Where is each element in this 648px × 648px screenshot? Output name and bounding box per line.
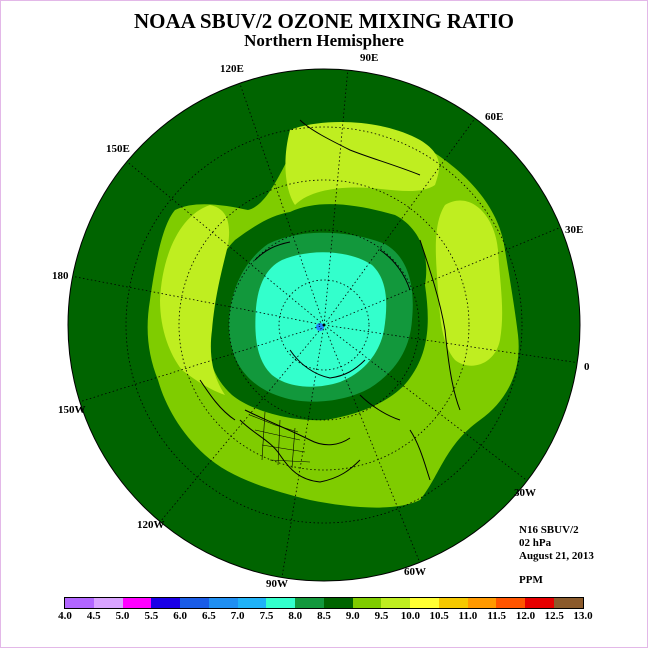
colorbar-swatch-13	[438, 598, 468, 608]
colorbar-tick-label: 10.0	[400, 610, 420, 622]
band-7.0-7.5	[316, 323, 324, 331]
latitude-circles	[125, 126, 523, 524]
colorbar-swatch-7	[266, 598, 296, 608]
colorbar-tick-label: 4.0	[58, 610, 72, 622]
colorbar-swatch-14	[467, 598, 497, 608]
colorbar-swatch-2	[122, 598, 152, 608]
colorbar-swatch-5	[208, 598, 238, 608]
lon-label-90w: 90W	[266, 578, 288, 590]
colorbar-swatch-15	[496, 598, 526, 608]
colorbar-tick-label: 12.5	[544, 610, 564, 622]
units-label: PPM	[519, 574, 543, 586]
colorbar-swatch-1	[93, 598, 123, 608]
colorbar-swatch-8	[295, 598, 324, 608]
colorbar-tick-label: 10.5	[429, 610, 449, 622]
lon-label-180: 180	[52, 270, 69, 282]
colorbar-tick-label: 9.0	[345, 610, 360, 622]
data-info: N16 SBUV/2 02 hPa August 21, 2013	[519, 524, 594, 563]
colorbar-tick-label: 5.5	[144, 610, 159, 622]
colorbar-tick-label: 6.0	[173, 610, 187, 622]
band-9.5-10.0-east	[435, 200, 503, 366]
colorbar-swatch-6	[237, 598, 267, 608]
lon-label-0: 0	[584, 361, 590, 373]
map-title: NOAA SBUV/2 OZONE MIXING RATIO	[134, 9, 514, 33]
colorbar-tick-label: 11.0	[458, 610, 478, 622]
colorbar-tick-label: 13.0	[573, 610, 593, 622]
band-7.5-8.0	[255, 252, 387, 387]
colorbar-tick-label: 7.0	[230, 610, 245, 622]
colorbar-swatch-3	[151, 598, 181, 608]
colorbar-tick-label: 11.5	[487, 610, 506, 622]
colorbar	[64, 597, 584, 609]
date-label: August 21, 2013	[519, 550, 594, 562]
colorbar-tick-label: 7.5	[259, 610, 274, 622]
meridians	[70, 69, 580, 578]
colorbar-swatch-9	[323, 598, 353, 608]
map-subtitle: Northern Hemisphere	[244, 31, 404, 50]
lon-label-30e: 30E	[565, 224, 583, 236]
colorbar-tick-label: 12.0	[515, 610, 536, 622]
colorbar-swatch-17	[554, 598, 583, 608]
colorbar-swatch-12	[410, 598, 439, 608]
colorbar-tick-label: 8.0	[288, 610, 303, 622]
colorbar-swatch-10	[352, 598, 382, 608]
colorbar-swatch-4	[180, 598, 209, 608]
colorbar-tick-label: 6.5	[202, 610, 216, 622]
colorbar-swatch-0	[65, 598, 94, 608]
map-border	[67, 68, 581, 582]
lon-label-90e: 90E	[360, 52, 378, 64]
colorbar-tick-label: 4.5	[86, 610, 101, 622]
coastlines	[199, 119, 461, 483]
lon-label-60w: 60W	[404, 566, 426, 578]
colorbar-labels: 4.0 4.5 5.0 5.5 6.0 6.5 7.0 7.5 8.0 8.5 9.0 9.5 10.0…	[0, 610, 648, 624]
lon-label-150w: 150W	[58, 404, 86, 416]
colorbar-tick-label: 9.5	[374, 610, 389, 622]
colorbar-tick-label: 8.5	[317, 610, 331, 622]
lon-label-60e: 60E	[485, 111, 503, 123]
state-borders	[249, 411, 311, 469]
lon-label-150e: 150E	[106, 143, 130, 155]
colorbar-swatch-11	[381, 598, 411, 608]
ozone-field	[68, 69, 580, 581]
colorbar-swatch-16	[525, 598, 555, 608]
lon-label-120w: 120W	[137, 519, 165, 531]
pressure-level-label: 02 hPa	[519, 537, 552, 549]
instrument-label: N16 SBUV/2	[519, 524, 579, 536]
lon-label-120e: 120E	[220, 63, 244, 75]
lon-label-30w: 30W	[514, 487, 536, 499]
band-9.5-10.0	[285, 121, 440, 205]
band-9.5-10.0-west	[160, 205, 230, 395]
colorbar-tick-label: 5.0	[115, 610, 130, 622]
